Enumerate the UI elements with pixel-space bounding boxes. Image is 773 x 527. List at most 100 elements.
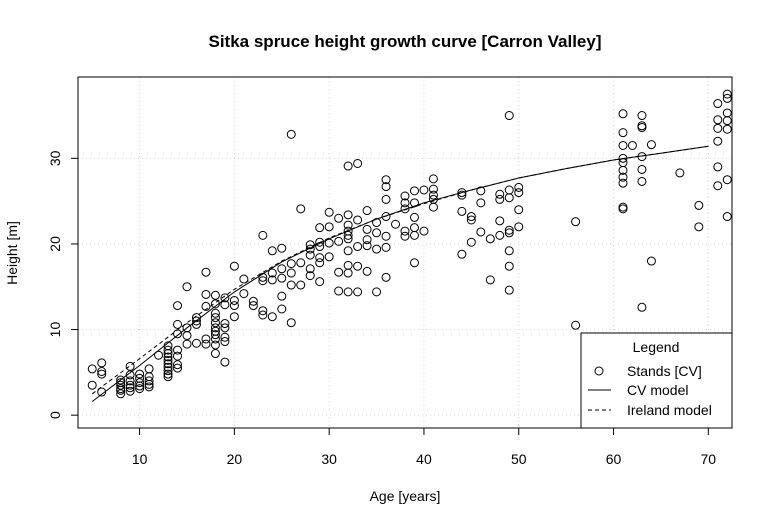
series-layer [87, 89, 732, 402]
data-point [381, 194, 391, 204]
data-point [495, 189, 505, 199]
data-point [722, 124, 732, 134]
data-point [372, 218, 382, 228]
x-tick-label: 70 [701, 451, 717, 467]
data-point [409, 258, 419, 268]
data-point [97, 387, 107, 397]
y-tick-label: 10 [47, 322, 63, 338]
data-point [618, 202, 628, 212]
data-point [343, 268, 353, 278]
data-point [286, 268, 296, 278]
data-point [210, 349, 220, 359]
x-tick-label: 60 [606, 451, 622, 467]
data-point [514, 188, 524, 198]
data-point [173, 319, 183, 329]
data-point [391, 219, 401, 229]
data-point [116, 385, 126, 395]
legend-entry-stands: Stands [CV] [627, 363, 702, 379]
data-point [182, 282, 192, 292]
data-point [722, 116, 732, 126]
data-point [713, 123, 723, 133]
data-point [173, 351, 183, 361]
data-point [163, 352, 173, 362]
data-point [504, 193, 514, 203]
data-point [296, 258, 306, 268]
data-point [400, 191, 410, 201]
data-point [116, 389, 126, 399]
data-point [258, 310, 268, 320]
legend-box [580, 332, 733, 429]
x-axis-label: Age [years] [370, 488, 441, 504]
data-point [457, 190, 467, 200]
data-point [372, 287, 382, 297]
data-point [362, 206, 372, 216]
data-point [466, 215, 476, 225]
data-point [191, 316, 201, 326]
data-point [476, 186, 486, 196]
data-point [277, 291, 287, 301]
data-point [87, 364, 97, 374]
legend-entry-cv-model: CV model [627, 382, 688, 398]
data-point [713, 162, 723, 172]
data-point [163, 369, 173, 379]
data-point [504, 225, 514, 235]
data-point [210, 340, 220, 350]
data-point [305, 264, 315, 274]
ireland-model-line [91, 145, 709, 395]
data-point [334, 213, 344, 223]
data-point [97, 369, 107, 379]
data-point [135, 384, 145, 394]
data-point [239, 274, 249, 284]
data-point [618, 172, 628, 182]
data-point [409, 186, 419, 196]
data-point [514, 222, 524, 232]
data-point [87, 380, 97, 390]
data-point [362, 241, 372, 251]
x-tick-label: 50 [511, 451, 527, 467]
data-point [495, 230, 505, 240]
data-point [400, 231, 410, 241]
data-point [286, 259, 296, 269]
data-point [514, 182, 524, 192]
data-point [201, 267, 211, 277]
data-point [722, 212, 732, 222]
data-point [409, 223, 419, 233]
data-point [381, 182, 391, 192]
data-point [713, 136, 723, 146]
data-point [362, 235, 372, 245]
data-point [277, 304, 287, 314]
chart-title: Sitka spruce height growth curve [Carron… [209, 32, 602, 51]
data-point [267, 312, 277, 322]
data-point [220, 300, 230, 310]
data-point [229, 261, 239, 271]
data-point [201, 334, 211, 344]
x-tick-label: 10 [132, 451, 148, 467]
data-point [457, 206, 467, 216]
data-point [372, 244, 382, 254]
data-point [694, 222, 704, 232]
data-point [419, 226, 429, 236]
data-point [267, 275, 277, 285]
data-point [504, 246, 514, 256]
data-point [220, 357, 230, 367]
data-point [485, 234, 495, 244]
data-point [637, 176, 647, 186]
data-point [694, 200, 704, 210]
data-point [173, 301, 183, 311]
data-point [334, 267, 344, 277]
data-point [343, 210, 353, 220]
data-point [248, 296, 258, 306]
x-tick-label: 40 [416, 451, 432, 467]
data-point [343, 287, 353, 297]
data-point [428, 174, 438, 184]
data-point [210, 299, 220, 309]
data-point [305, 244, 315, 254]
data-point [258, 230, 268, 240]
data-point [258, 306, 268, 316]
data-point [618, 165, 628, 175]
data-point [296, 280, 306, 290]
data-point [637, 121, 647, 131]
data-point [476, 198, 486, 208]
data-point [324, 222, 334, 232]
data-point [637, 111, 647, 121]
